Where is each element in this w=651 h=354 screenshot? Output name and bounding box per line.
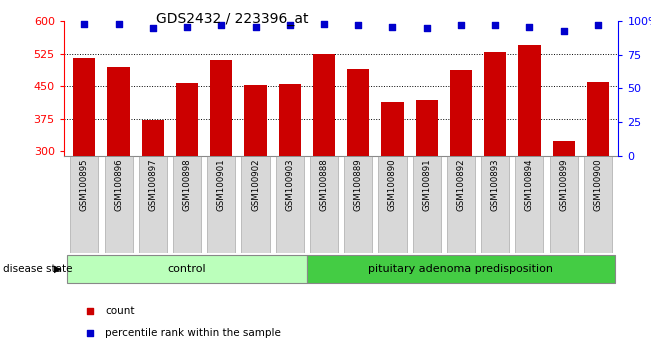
Bar <box>553 142 575 156</box>
Bar <box>518 45 540 156</box>
FancyBboxPatch shape <box>549 156 577 253</box>
FancyBboxPatch shape <box>584 156 612 253</box>
Bar <box>279 84 301 156</box>
Text: GSM100895: GSM100895 <box>80 159 89 211</box>
FancyBboxPatch shape <box>344 156 372 253</box>
Bar <box>142 120 164 156</box>
FancyBboxPatch shape <box>207 156 235 253</box>
Text: GSM100900: GSM100900 <box>594 159 602 211</box>
Bar <box>450 70 472 156</box>
Bar <box>107 67 130 156</box>
Text: GSM100902: GSM100902 <box>251 159 260 211</box>
Text: GSM100891: GSM100891 <box>422 159 431 211</box>
Point <box>251 24 261 29</box>
Text: GSM100893: GSM100893 <box>491 159 500 211</box>
Text: GDS2432 / 223396_at: GDS2432 / 223396_at <box>156 12 309 27</box>
Bar <box>210 60 232 156</box>
Point <box>353 22 363 28</box>
FancyBboxPatch shape <box>276 156 304 253</box>
FancyBboxPatch shape <box>105 156 133 253</box>
Point <box>421 25 432 31</box>
Bar <box>313 54 335 156</box>
Text: pituitary adenoma predisposition: pituitary adenoma predisposition <box>368 264 553 274</box>
Point <box>79 21 90 27</box>
FancyBboxPatch shape <box>413 156 441 253</box>
Point <box>387 24 398 29</box>
Point <box>456 22 466 28</box>
Text: disease state: disease state <box>3 264 73 274</box>
FancyBboxPatch shape <box>70 156 98 253</box>
Bar <box>176 83 198 156</box>
Point <box>216 22 227 28</box>
FancyBboxPatch shape <box>67 255 307 283</box>
Bar <box>73 58 96 156</box>
Point <box>524 24 534 29</box>
FancyBboxPatch shape <box>447 156 475 253</box>
Bar <box>415 100 438 156</box>
Point <box>284 22 295 28</box>
Text: GSM100903: GSM100903 <box>285 159 294 211</box>
Point <box>85 330 95 336</box>
Bar <box>484 52 506 156</box>
FancyBboxPatch shape <box>139 156 167 253</box>
FancyBboxPatch shape <box>378 156 406 253</box>
Bar <box>587 82 609 156</box>
Text: GSM100894: GSM100894 <box>525 159 534 211</box>
Point <box>182 24 192 29</box>
Text: GSM100897: GSM100897 <box>148 159 158 211</box>
FancyBboxPatch shape <box>307 255 615 283</box>
FancyBboxPatch shape <box>516 156 544 253</box>
Text: control: control <box>168 264 206 274</box>
Text: GSM100899: GSM100899 <box>559 159 568 211</box>
Text: GSM100888: GSM100888 <box>320 159 329 211</box>
FancyBboxPatch shape <box>310 156 338 253</box>
Point <box>559 28 569 34</box>
Point <box>319 21 329 27</box>
Bar <box>244 85 267 156</box>
Text: GSM100901: GSM100901 <box>217 159 226 211</box>
Bar <box>381 102 404 156</box>
Text: GSM100889: GSM100889 <box>353 159 363 211</box>
Point <box>113 21 124 27</box>
Point <box>490 22 501 28</box>
FancyBboxPatch shape <box>173 156 201 253</box>
Text: GSM100890: GSM100890 <box>388 159 397 211</box>
FancyBboxPatch shape <box>481 156 509 253</box>
Text: percentile rank within the sample: percentile rank within the sample <box>105 328 281 338</box>
Point <box>148 25 158 31</box>
Bar <box>347 69 369 156</box>
FancyBboxPatch shape <box>242 156 270 253</box>
Text: count: count <box>105 306 135 316</box>
Point <box>592 22 603 28</box>
Text: GSM100892: GSM100892 <box>456 159 465 211</box>
Text: ▶: ▶ <box>54 264 62 274</box>
Text: GSM100896: GSM100896 <box>114 159 123 211</box>
Text: GSM100898: GSM100898 <box>182 159 191 211</box>
Point <box>85 308 95 314</box>
